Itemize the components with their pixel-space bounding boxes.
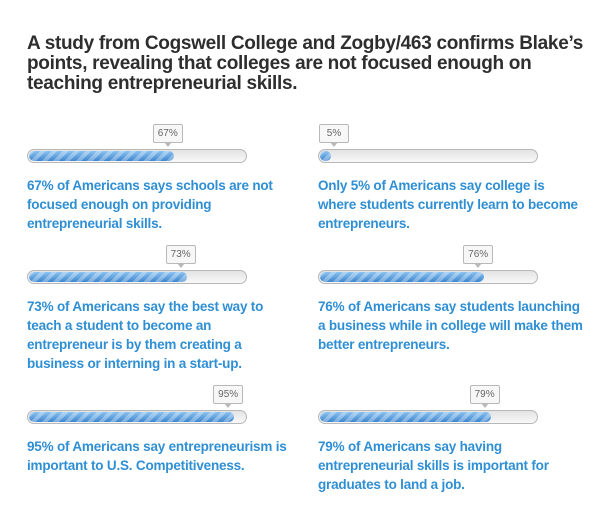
progress-fill xyxy=(29,272,187,282)
page-title: A study from Cogswell College and Zogby/… xyxy=(27,33,583,94)
progress-fill xyxy=(320,272,485,282)
stat-text: Only 5% of Americans say college is wher… xyxy=(318,178,578,231)
value-badge: 79% xyxy=(469,385,500,408)
stat-text: 79% of Americans say having entrepreneur… xyxy=(318,439,549,492)
stat-text: 95% of Americans say entrepreneurism is … xyxy=(27,439,287,473)
value-badge: 76% xyxy=(463,245,494,268)
progress-fill xyxy=(29,412,235,422)
stat-text: 73% of Americans say the best way to tea… xyxy=(27,299,264,371)
progress-track xyxy=(27,149,247,163)
value-badge: 95% xyxy=(213,385,244,408)
value-badge: 5% xyxy=(319,124,349,147)
progress-fill xyxy=(320,151,331,161)
progress-track xyxy=(318,149,538,163)
progress-fill xyxy=(320,412,491,422)
progress-track xyxy=(27,410,247,424)
stat-text: 67% of Americans says schools are not fo… xyxy=(27,178,273,231)
progress-fill xyxy=(29,151,174,161)
progress-track xyxy=(318,270,538,284)
progress-track xyxy=(318,410,538,424)
value-badge: 73% xyxy=(165,245,196,268)
value-badge: 67% xyxy=(152,124,183,147)
progress-track xyxy=(27,270,247,284)
stat-text: 76% of Americans say students launching … xyxy=(318,299,583,352)
